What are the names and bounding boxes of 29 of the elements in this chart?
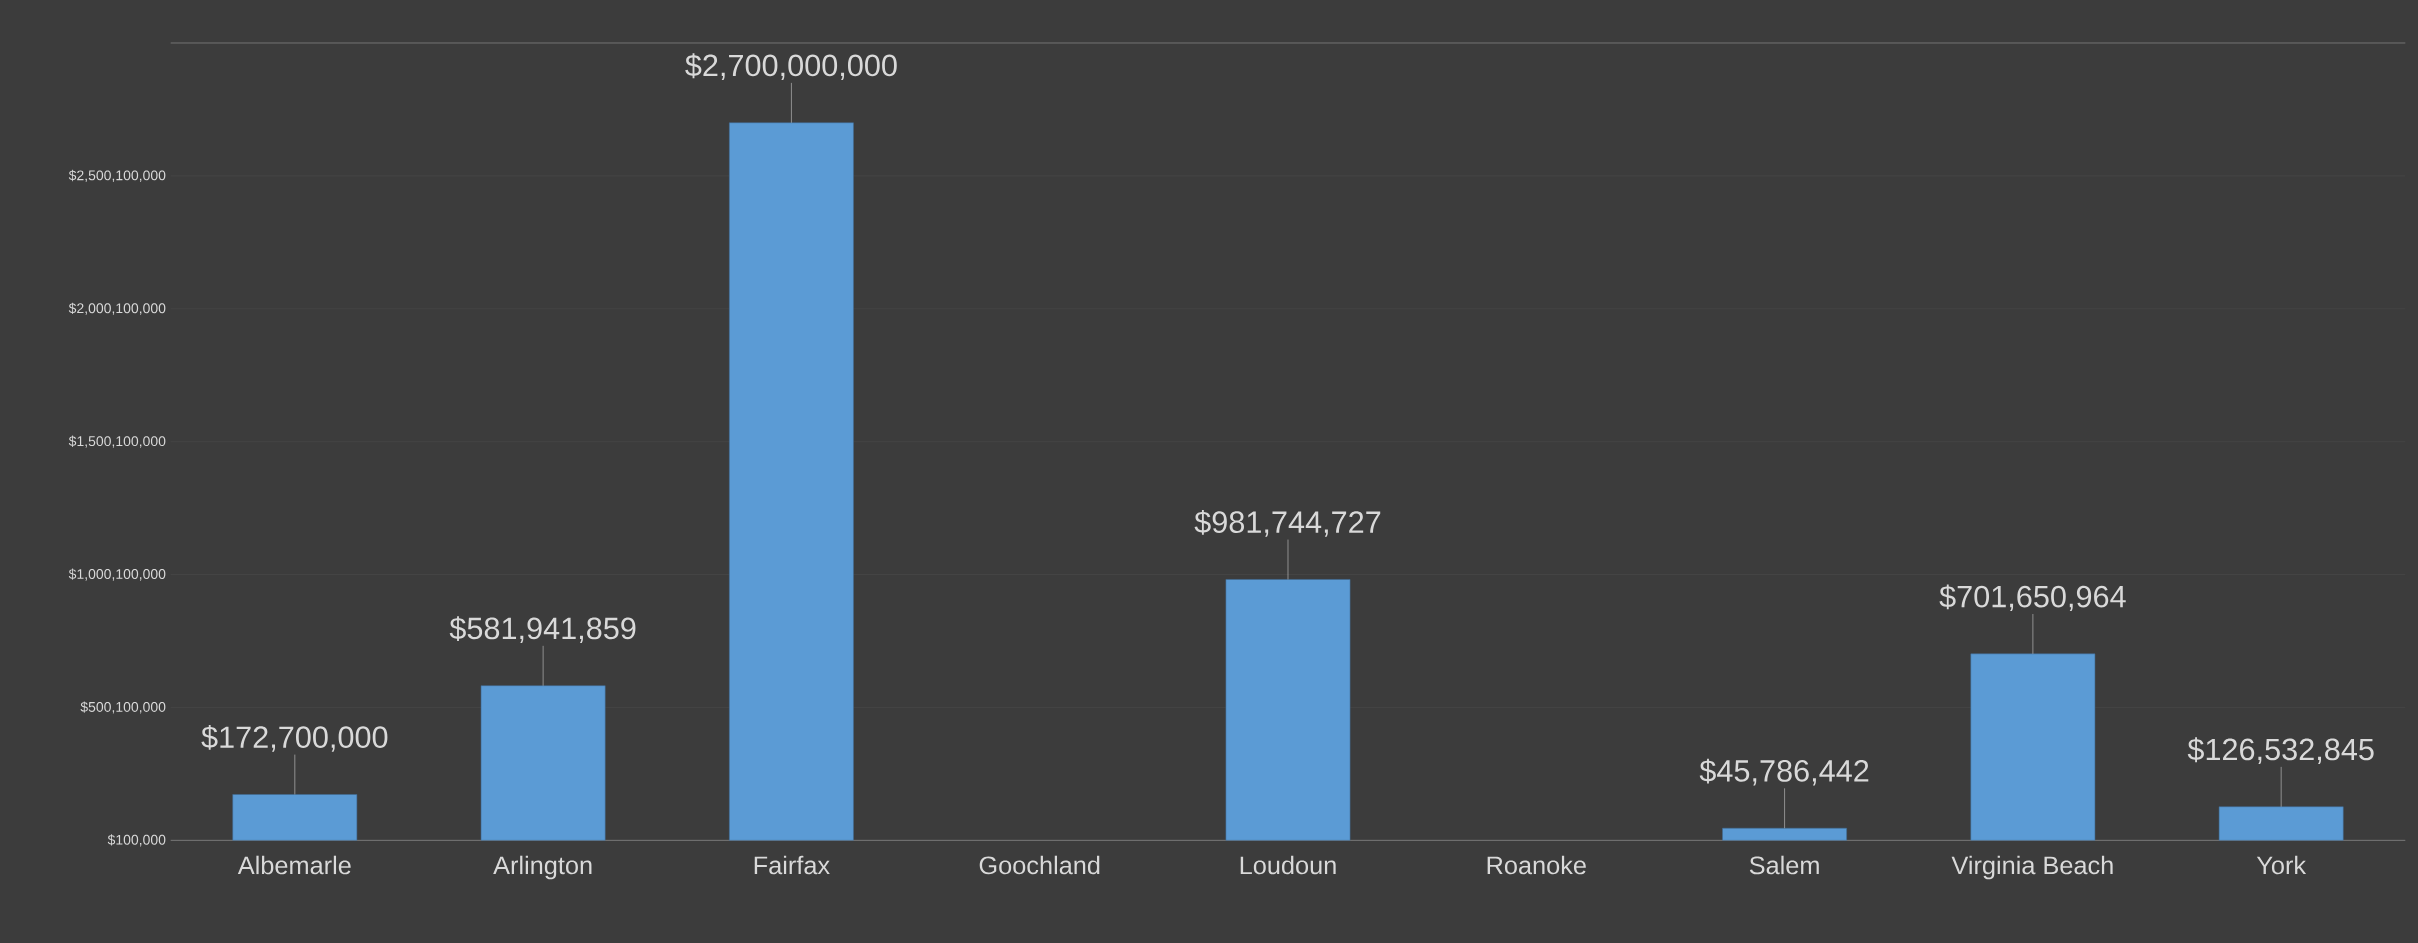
x-tick-label: Fairfax [754, 855, 830, 875]
x-tick-label: Salem [1749, 855, 1819, 875]
y-tick-label: $100,000 [107, 834, 166, 847]
data-label: $701,650,964 [1939, 584, 2126, 612]
x-tick-label: Roanoke [1487, 855, 1586, 875]
data-label: $45,786,442 [1699, 758, 1869, 786]
x-tick-label: Arlington [493, 855, 592, 880]
bar [1970, 653, 2096, 841]
x-tick-label: Virginia Beach [1951, 855, 2113, 880]
data-label: $2,700,000,000 [685, 53, 897, 80]
y-tick-label: $2,500,100,000 [68, 169, 166, 182]
bar [1722, 827, 1847, 841]
bar [480, 685, 606, 841]
data-label: $981,744,727 [1194, 510, 1381, 537]
x-tick-label: Goochland [979, 855, 1100, 875]
x-tick-label: Albemarle [237, 855, 351, 875]
data-label: $126,532,845 [2187, 737, 2374, 764]
bar [729, 122, 854, 841]
bar [1225, 579, 1351, 841]
y-tick-label: $1,500,100,000 [68, 435, 166, 448]
data-label: $172,700,000 [201, 725, 388, 752]
bar [232, 794, 358, 841]
x-tick-label: Loudoun [1240, 855, 1336, 875]
x-tick-label: York [2256, 855, 2307, 875]
data-label: $581,941,859 [449, 616, 636, 643]
bar [2218, 806, 2344, 841]
y-tick-label: $1,000,100,000 [68, 568, 166, 581]
y-tick-label: $500,100,000 [80, 701, 166, 714]
y-tick-label: $2,000,100,000 [68, 302, 166, 315]
